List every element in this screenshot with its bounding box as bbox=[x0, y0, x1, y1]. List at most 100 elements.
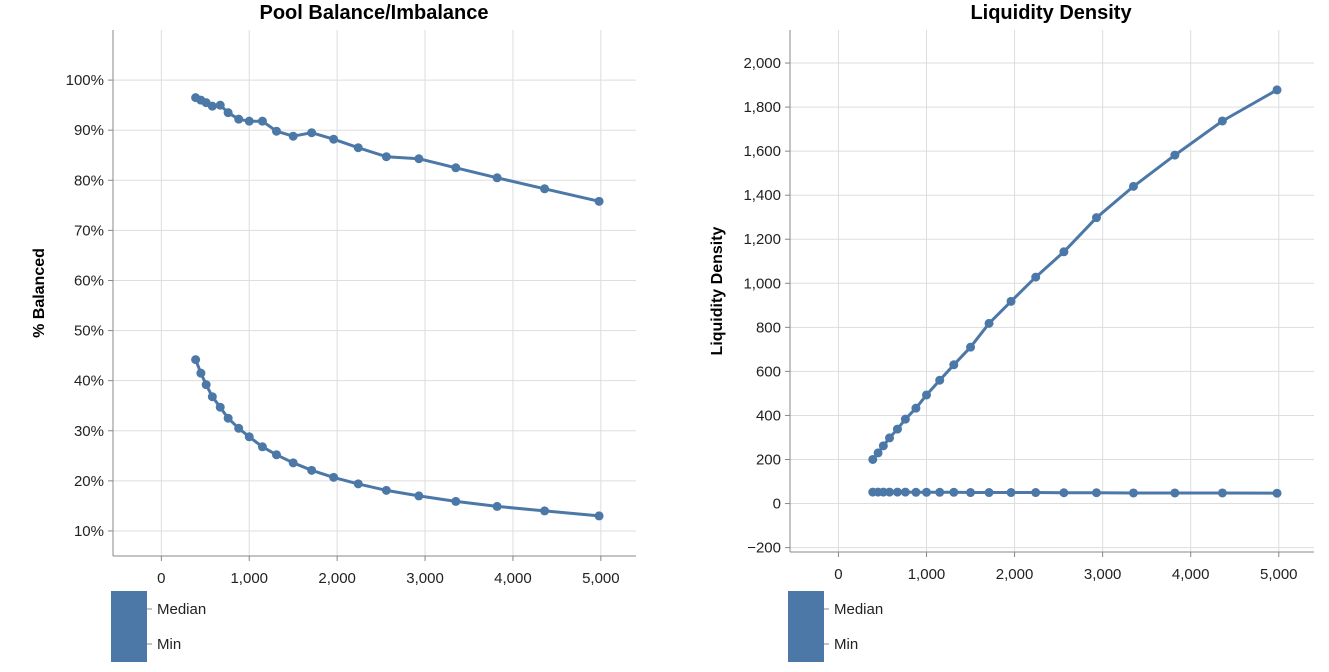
legend-swatch bbox=[788, 626, 824, 662]
data-point bbox=[922, 487, 932, 497]
y-tick-label: 800 bbox=[756, 319, 781, 336]
data-point bbox=[215, 100, 225, 110]
y-tick-label: 400 bbox=[756, 407, 781, 424]
data-point bbox=[868, 454, 878, 464]
series-min bbox=[868, 487, 1282, 498]
data-point bbox=[594, 196, 604, 206]
series-line bbox=[871, 88, 1278, 461]
data-point bbox=[1091, 488, 1101, 498]
x-tick-label: 3,000 bbox=[406, 570, 444, 587]
data-point bbox=[594, 511, 604, 521]
data-point bbox=[234, 114, 244, 124]
data-point bbox=[1170, 488, 1180, 498]
y-tick-label: 1,200 bbox=[743, 231, 781, 248]
data-point bbox=[492, 501, 502, 511]
y-tick-label: 20% bbox=[74, 473, 104, 490]
data-point bbox=[353, 479, 363, 489]
data-point bbox=[271, 126, 281, 136]
x-tick-label: 1,000 bbox=[908, 566, 946, 583]
x-tick-label: 0 bbox=[834, 566, 842, 583]
data-point bbox=[878, 487, 888, 497]
x-tick-label: 2,000 bbox=[318, 570, 356, 587]
data-point bbox=[1006, 296, 1016, 306]
x-tick-label: 4,000 bbox=[494, 570, 532, 587]
chart-title: Pool Balance/Imbalance bbox=[260, 2, 489, 24]
data-point bbox=[935, 375, 945, 385]
data-point bbox=[1059, 247, 1069, 257]
data-point bbox=[381, 152, 391, 162]
y-tick-label: 1,600 bbox=[743, 143, 781, 160]
data-point bbox=[244, 116, 254, 126]
data-point bbox=[966, 342, 976, 352]
data-point bbox=[1272, 488, 1282, 498]
legend-label: Median bbox=[157, 601, 206, 618]
data-point bbox=[257, 442, 267, 452]
y-tick-label: 90% bbox=[74, 122, 104, 139]
data-point bbox=[1170, 150, 1180, 160]
data-point bbox=[1217, 488, 1227, 498]
data-point bbox=[353, 143, 363, 153]
x-tick-label: 1,000 bbox=[230, 570, 268, 587]
series-median bbox=[191, 93, 604, 206]
data-point bbox=[892, 487, 902, 497]
series-line bbox=[194, 96, 600, 203]
data-point bbox=[207, 392, 217, 402]
data-point bbox=[922, 390, 932, 400]
y-tick-label: 1,000 bbox=[743, 275, 781, 292]
data-point bbox=[271, 450, 281, 460]
x-tick-label: 5,000 bbox=[582, 570, 620, 587]
data-point bbox=[307, 465, 317, 475]
data-point bbox=[911, 403, 921, 413]
legend-swatch bbox=[788, 591, 824, 627]
data-point bbox=[307, 128, 317, 138]
data-point bbox=[196, 368, 206, 378]
data-point bbox=[329, 472, 339, 482]
data-point bbox=[1128, 488, 1138, 498]
series-min bbox=[191, 355, 604, 521]
y-tick-label: 30% bbox=[74, 423, 104, 440]
data-point bbox=[223, 413, 233, 423]
legend: Median Min bbox=[111, 591, 206, 662]
data-point bbox=[1059, 488, 1069, 498]
data-point bbox=[900, 487, 910, 497]
data-point bbox=[935, 487, 945, 497]
y-tick-label: 1,400 bbox=[743, 187, 781, 204]
data-point bbox=[492, 173, 502, 183]
x-tick-label: 4,000 bbox=[1172, 566, 1210, 583]
data-point bbox=[201, 380, 211, 390]
legend-label: Min bbox=[834, 636, 858, 653]
data-point bbox=[451, 163, 461, 173]
data-point bbox=[207, 101, 217, 111]
chart-2: 0 1,000 2,000 3,000 4,000 5,000 −200 0 200 400 600… bbox=[709, 2, 1314, 662]
data-point bbox=[288, 131, 298, 141]
data-point bbox=[911, 487, 921, 497]
y-tick-label: 0 bbox=[773, 496, 781, 513]
x-tick-label: 5,000 bbox=[1260, 566, 1298, 583]
x-tick-label: 0 bbox=[157, 570, 165, 587]
gridlines bbox=[790, 30, 1314, 552]
gridlines bbox=[113, 30, 636, 556]
legend: Median Min bbox=[788, 591, 883, 662]
data-point bbox=[885, 487, 895, 497]
legend-label: Min bbox=[157, 636, 181, 653]
y-tick-label: 100% bbox=[66, 72, 104, 89]
x-tick-label: 3,000 bbox=[1084, 566, 1122, 583]
data-point bbox=[949, 487, 959, 497]
series-line bbox=[872, 490, 1278, 495]
legend-swatch bbox=[111, 591, 147, 627]
x-tick-label: 2,000 bbox=[996, 566, 1034, 583]
data-point bbox=[329, 134, 339, 144]
data-point bbox=[1091, 213, 1101, 223]
data-point bbox=[984, 488, 994, 498]
legend-label: Median bbox=[834, 601, 883, 618]
y-tick-label: 40% bbox=[74, 373, 104, 390]
data-point bbox=[234, 423, 244, 433]
y-tick-label: 1,800 bbox=[743, 99, 781, 116]
data-point bbox=[191, 355, 201, 365]
data-point bbox=[540, 506, 550, 516]
series-median bbox=[868, 85, 1282, 464]
data-point bbox=[885, 433, 895, 443]
legend-swatch bbox=[111, 626, 147, 662]
